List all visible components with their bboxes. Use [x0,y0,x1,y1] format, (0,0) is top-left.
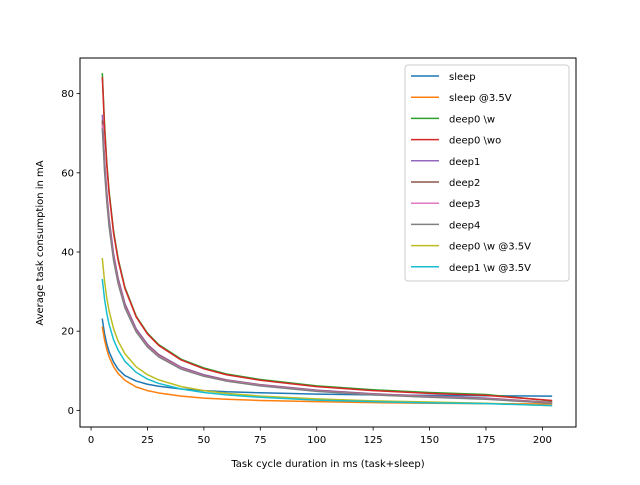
x-tick-label: 0 [88,435,94,446]
x-tick-label: 175 [476,435,495,446]
x-tick-label: 50 [198,435,211,446]
legend-label-3: deep0 \wo [449,136,501,147]
legend-box [404,64,570,282]
y-axis: 0 20 40 60 80 [61,89,80,417]
legend-label-5: deep2 [449,178,480,189]
legend-label-0: sleep [449,72,476,83]
x-tick-label: 150 [420,435,439,446]
y-tick-label: 60 [61,168,74,179]
x-tick-label: 75 [254,435,267,446]
series-line-1 [101,326,553,405]
legend-label-2: deep0 \w [449,114,495,125]
x-tick-label: 25 [141,435,154,446]
series-line-7 [101,128,553,405]
x-tick-label: 125 [364,435,383,446]
legend: sleep sleep @3.5V deep0 \w deep0 \wo deep1 de… [404,64,570,282]
legend-label-7: deep4 [449,220,480,231]
x-tick-label: 200 [533,435,552,446]
y-tick-label: 0 [68,406,74,417]
y-tick-label: 80 [61,89,74,100]
plot-lines [101,73,553,407]
x-tick-label: 100 [307,435,326,446]
series-line-3 [101,77,553,402]
y-axis-label: Average task consumption in mA [35,160,46,325]
legend-label-8: deep0 \w @3.5V [449,242,531,253]
legend-label-6: deep3 [449,199,480,210]
x-axis: 0 25 50 75 100 125 150 175 200 [88,427,552,446]
series-line-8 [101,257,553,407]
legend-label-9: deep1 \w @3.5V [449,263,531,274]
legend-label-4: deep1 [449,157,480,168]
plot-frame [79,57,577,428]
y-tick-label: 20 [61,327,74,338]
legend-label-1: sleep @3.5V [449,93,512,104]
y-tick-label: 40 [61,248,74,259]
series-line-9 [101,278,553,407]
x-axis-label: Task cycle duration in ms (task+sleep) [230,459,424,470]
